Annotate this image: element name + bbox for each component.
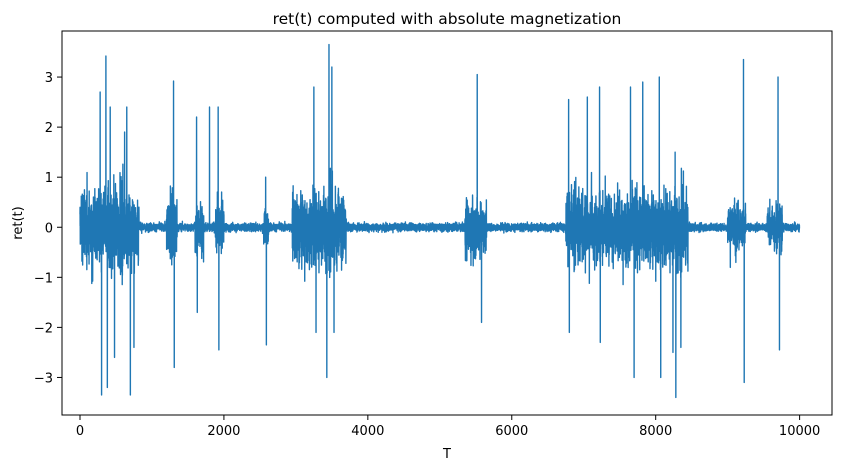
y-axis-label: ret(t) [11,206,26,239]
x-axis: 0 2000 4000 6000 8000 10000 [76,415,820,439]
series-line [79,43,801,399]
x-tick-label: 10000 [779,424,820,439]
x-axis-label: T [442,447,451,462]
y-tick-label: 2 [45,121,53,136]
y-tick-label: 1 [45,171,53,186]
x-tick-label: 8000 [639,424,672,439]
chart-title: ret(t) computed with absolute magnetizat… [273,10,622,28]
y-tick-label: −1 [34,271,53,286]
y-tick-label: 3 [45,71,53,86]
x-tick-label: 2000 [207,424,240,439]
y-axis: −3 −2 −1 0 1 2 3 [34,71,62,386]
plot-area [79,43,801,399]
y-tick-label: −2 [34,321,53,336]
y-tick-label: 0 [45,221,53,236]
x-tick-label: 4000 [351,424,384,439]
x-tick-label: 0 [76,424,84,439]
y-tick-label: −3 [34,371,53,386]
plot-frame [61,30,833,416]
x-tick-label: 6000 [495,424,528,439]
